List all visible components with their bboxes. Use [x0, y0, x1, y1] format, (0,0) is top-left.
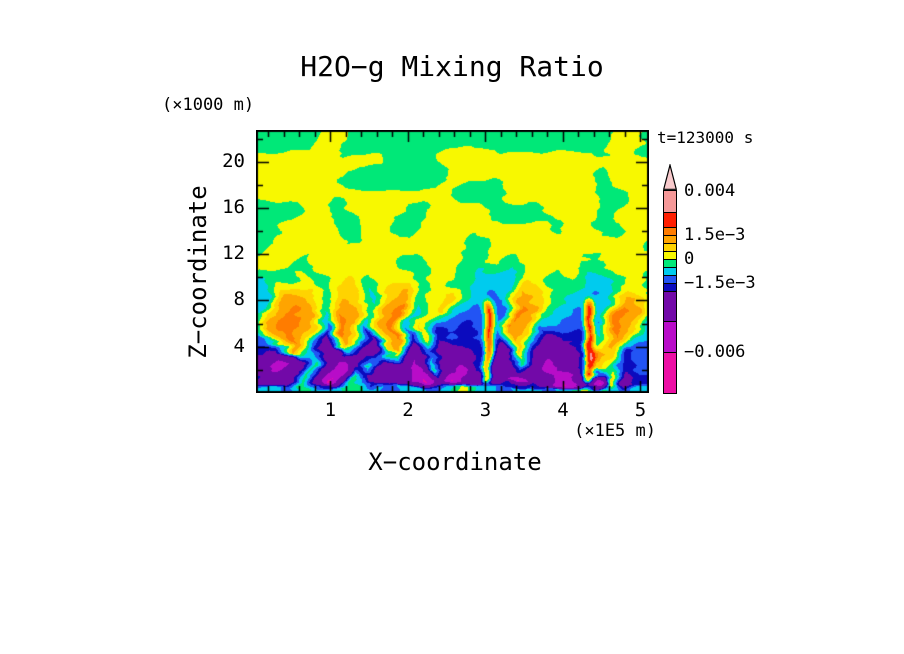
x-axis-title: X−coordinate: [368, 448, 542, 476]
colorbar-segment--0.002: [664, 291, 676, 321]
colorbar-segment-0.004: [664, 191, 676, 212]
colorbar-label-−0.006: −0.006: [684, 342, 746, 362]
colorbar-segment-0.0015: [664, 235, 676, 243]
z-tick-label: 20: [222, 149, 245, 172]
z-tick-label: 4: [233, 334, 245, 357]
z-tick-label: 8: [233, 288, 245, 311]
x-tick-label: 4: [557, 399, 569, 421]
x-axis-unit-label: (×1E5 m): [574, 421, 656, 441]
x-tick-label: 3: [479, 399, 492, 421]
z-tick-label: 16: [222, 195, 245, 218]
colorbar: 0.004 1.5e−3 0 −1.5e−3 −0.006: [663, 164, 756, 394]
colorbar-label-1.5e−3: 1.5e−3: [684, 225, 746, 245]
colorbar-segment--0.006: [664, 352, 676, 393]
colorbar-segment--0.004: [664, 321, 676, 352]
chart-title: H2O−g Mixing Ratio: [300, 50, 604, 83]
colorbar-segment-0.0005: [664, 251, 676, 259]
z-tick-label: 12: [222, 242, 245, 265]
contour-plot-canvas: [256, 130, 649, 393]
colorbar-segment-0.001: [664, 243, 676, 251]
colorbar-label-−1.5e−3: −1.5e−3: [684, 273, 756, 293]
z-axis-unit-label: (×1000 m): [162, 95, 255, 115]
colorbar-segment--0.0005: [664, 267, 676, 275]
x-tick-label: 2: [402, 399, 414, 421]
colorbar-segment--0.0015: [664, 283, 676, 291]
colorbar-segment-0: [664, 259, 676, 267]
colorbar-label-0: 0: [684, 249, 695, 269]
colorbar-overflow-arrow-icon: [663, 164, 677, 190]
x-tick-label: 5: [634, 399, 647, 421]
colorbar-segment-0.002: [664, 227, 676, 235]
time-annotation: t=123000 s: [657, 128, 754, 147]
colorbar-label-0.004: 0.004: [684, 181, 736, 201]
colorbar-segment--0.001: [664, 275, 676, 283]
x-tick-label: 1: [324, 399, 337, 421]
colorbar-segment-0.003: [664, 212, 676, 227]
colorbar-segments: [663, 190, 677, 394]
